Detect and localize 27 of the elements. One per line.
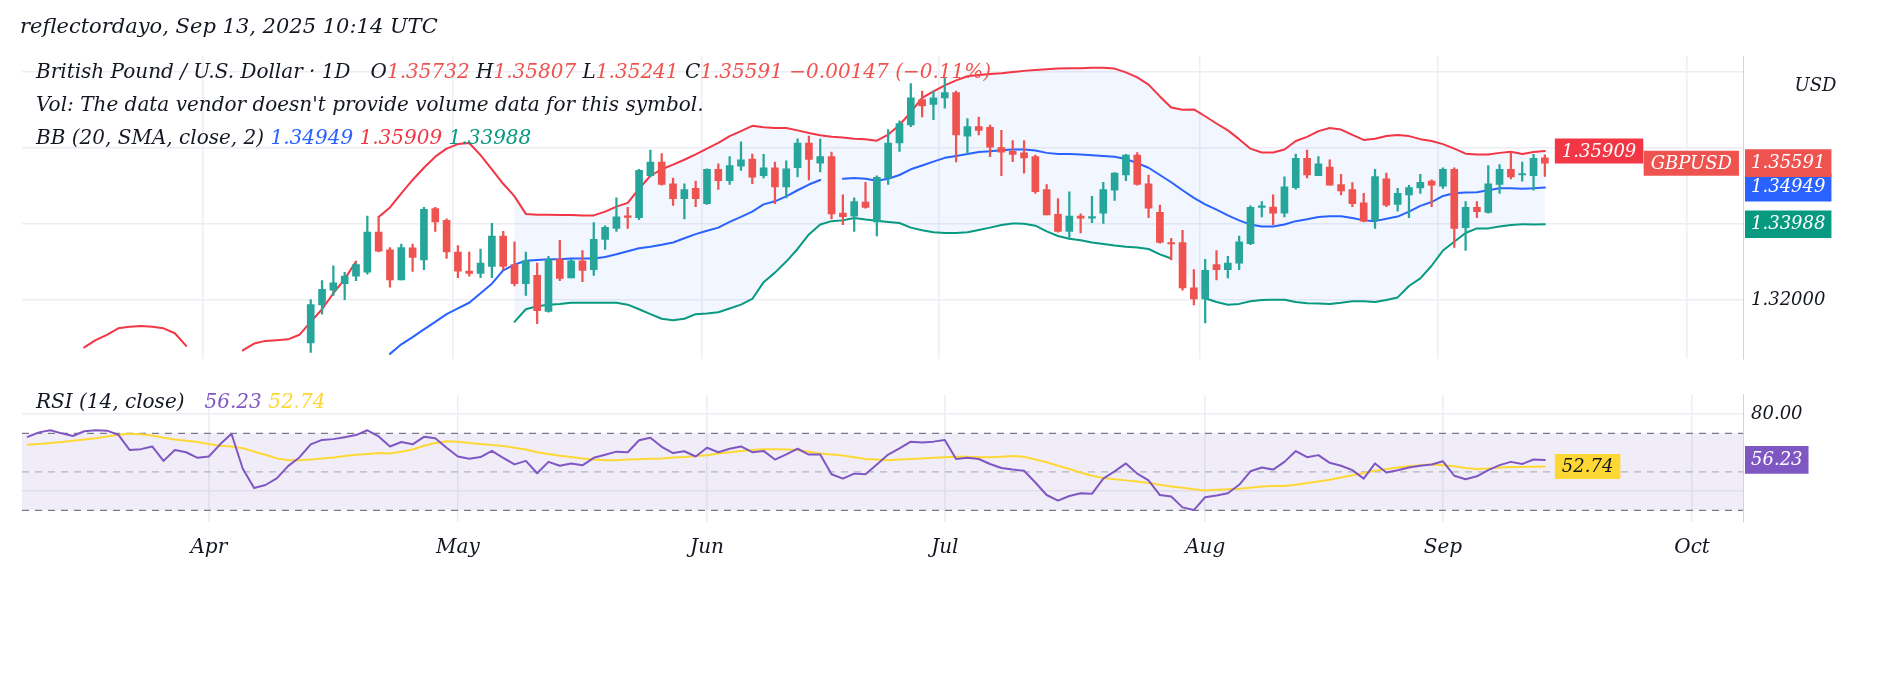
- y-tick-label: 1.35591: [1751, 150, 1826, 172]
- chart-title: RSI (14, close): [36, 389, 185, 413]
- y-tick-label: 1.33988: [1751, 211, 1826, 233]
- x-tick-label: May: [435, 534, 481, 559]
- data-label: 1.35909: [1561, 139, 1637, 161]
- annotation: BB (20, SMA, close, 2) 1.34949 1.35909 1.33988: [36, 125, 532, 149]
- x-tick-label: Jul: [927, 534, 959, 559]
- text: GBPUSD: [1650, 151, 1733, 173]
- text: O1.35732 H1.35807 L1.35241 C1.35591 −0.00147 (−0.11%): [370, 59, 992, 83]
- candlestick: [1212, 250, 1221, 281]
- y-axis-title: USD: [1794, 73, 1838, 95]
- chart-title: British Pound / U.S. Dollar · 1D: [36, 59, 351, 83]
- x-tick-label: Apr: [188, 534, 229, 559]
- chart-subtitle: reflectordayo, Sep 13, 2025 10:14 UTC: [20, 14, 438, 38]
- candlestick: [963, 118, 972, 154]
- annotation: 56.23 52.74: [204, 389, 326, 413]
- x-tick-label: Sep: [1423, 534, 1463, 559]
- y-tick-label: 56.23: [1751, 447, 1803, 469]
- text: Vol: The data vendor doesn't provide volume data for this symbol.: [36, 92, 704, 116]
- y-tick-label: 1.34949: [1751, 175, 1826, 197]
- y-tick-label: 1.32000: [1751, 287, 1826, 309]
- x-tick-label: Oct: [1674, 534, 1711, 559]
- x-tick-label: Aug: [1183, 534, 1226, 559]
- data-label: 52.74: [1561, 455, 1614, 477]
- x-tick-label: Jun: [686, 534, 724, 559]
- candlestick: [861, 181, 870, 209]
- y-tick-label: 80.00: [1751, 401, 1803, 423]
